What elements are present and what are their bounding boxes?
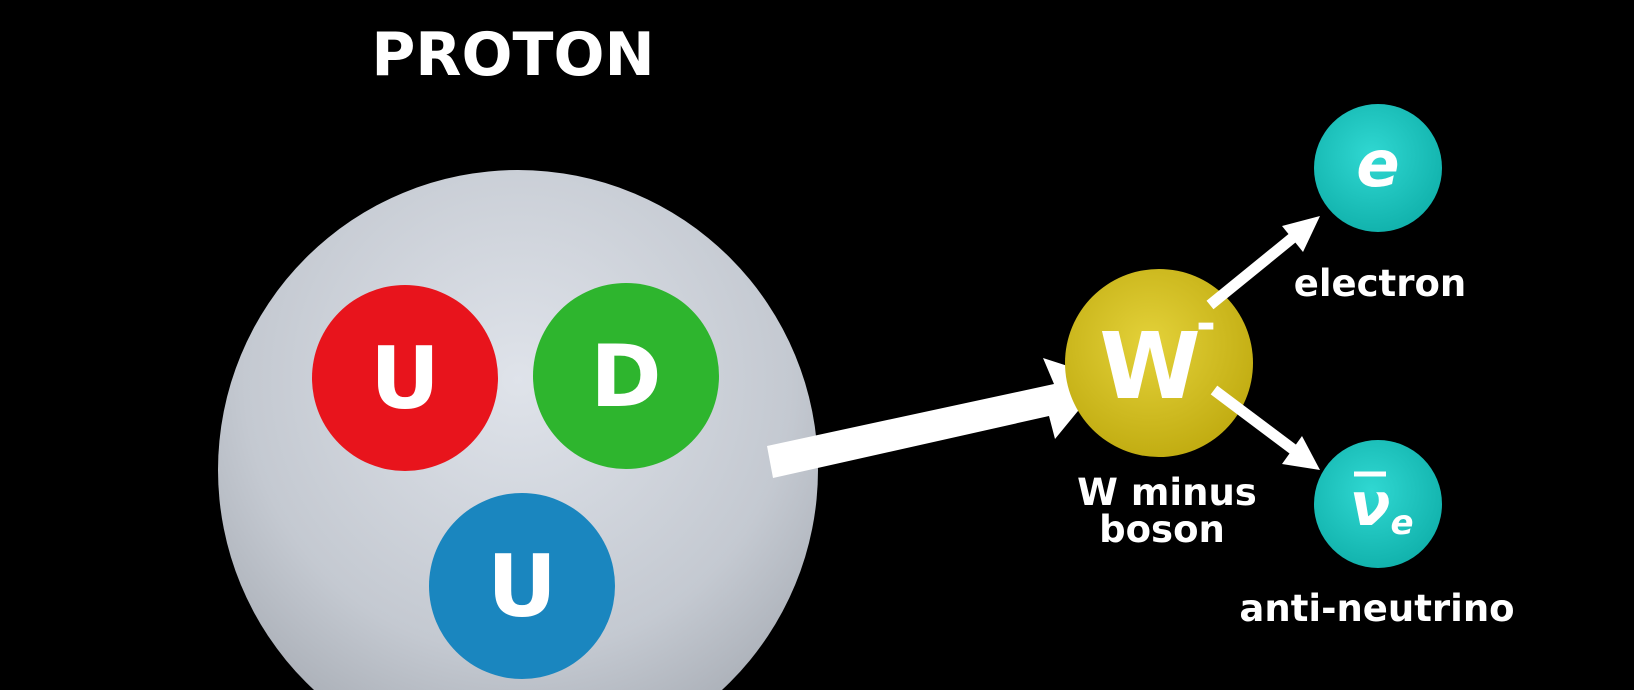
quark-up-1: U (312, 285, 498, 471)
quark-up-2-circle (429, 493, 615, 679)
quark-up-1-circle (312, 285, 498, 471)
quark-up-2: U (429, 493, 615, 679)
quark-down-circle (533, 283, 719, 469)
antineutrino-subscript: e (1390, 503, 1413, 543)
electron-label: electron (1294, 262, 1467, 305)
antineutrino-symbol: ν (1350, 470, 1391, 540)
arrow-boson-to-electron (1206, 216, 1320, 310)
title-proton: PROTON (371, 20, 654, 90)
quark-down-letter: D (590, 327, 661, 427)
w-boson-circle (1065, 269, 1253, 457)
w-boson: W - (1065, 269, 1253, 457)
w-boson-label-line1: W minus (1077, 471, 1257, 514)
quark-up-1-letter: U (370, 329, 440, 429)
arrow-proton-to-boson (767, 358, 1105, 478)
electron-symbol: e (1356, 128, 1399, 202)
w-boson-charge: - (1196, 296, 1216, 352)
electron: e (1314, 104, 1442, 232)
electron-circle (1314, 104, 1442, 232)
w-boson-symbol: W (1099, 313, 1200, 420)
antineutrino-label: anti-neutrino (1239, 587, 1514, 630)
quark-up-2-letter: U (487, 537, 557, 637)
quark-down: D (533, 283, 719, 469)
antineutrino: ν e (1314, 440, 1442, 568)
antineutrino-circle (1314, 440, 1442, 568)
w-boson-label-line2: boson (1099, 508, 1225, 551)
arrow-boson-to-antineutrino (1210, 385, 1320, 470)
